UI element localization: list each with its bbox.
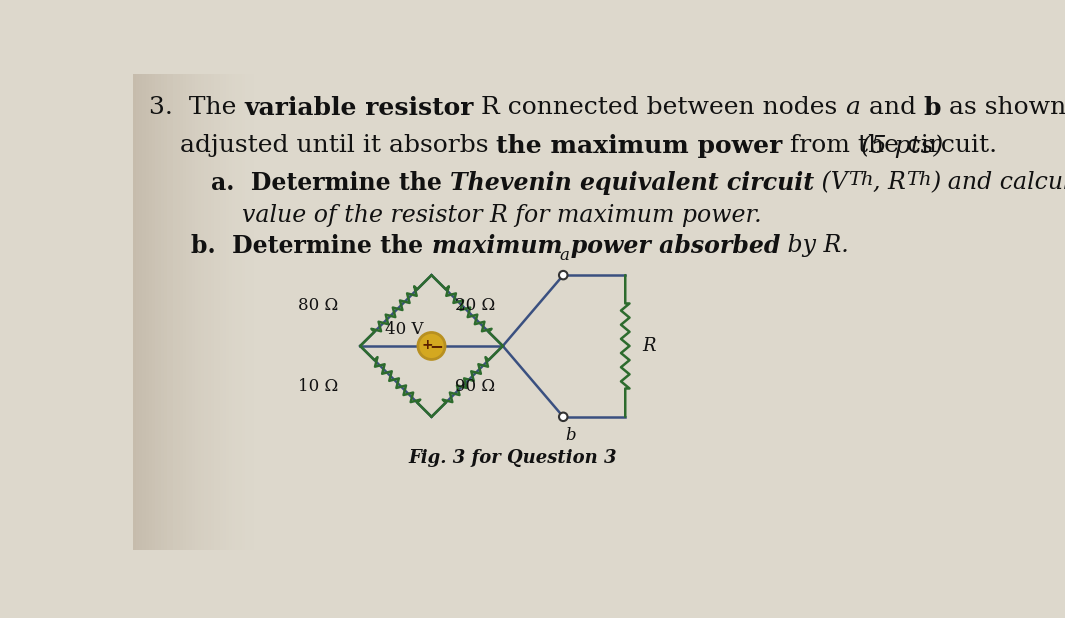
Bar bbox=[198, 74, 201, 550]
Text: b: b bbox=[566, 427, 576, 444]
Text: a.  Determine the: a. Determine the bbox=[211, 171, 449, 195]
Text: R: R bbox=[642, 337, 656, 355]
Text: 3.  The: 3. The bbox=[149, 96, 244, 119]
Text: variable resistor: variable resistor bbox=[244, 96, 473, 120]
Bar bbox=[255, 74, 257, 550]
Text: Th: Th bbox=[906, 171, 932, 189]
Text: Thevenin equivalent circuit: Thevenin equivalent circuit bbox=[449, 171, 814, 195]
Text: maximum power absorbed: maximum power absorbed bbox=[431, 234, 780, 258]
Bar bbox=[174, 74, 177, 550]
Text: (V: (V bbox=[814, 171, 848, 194]
Text: +: + bbox=[421, 338, 432, 352]
Bar bbox=[146, 74, 149, 550]
Bar bbox=[251, 74, 255, 550]
Bar bbox=[229, 74, 232, 550]
Bar bbox=[136, 74, 140, 550]
Bar bbox=[195, 74, 198, 550]
Circle shape bbox=[559, 271, 568, 279]
Text: 10 Ω: 10 Ω bbox=[298, 378, 339, 396]
Text: 40 V: 40 V bbox=[386, 321, 424, 337]
Text: Fig. 3 for Question 3: Fig. 3 for Question 3 bbox=[409, 449, 617, 467]
Bar bbox=[151, 74, 154, 550]
Bar bbox=[183, 74, 185, 550]
Text: from the circuit.: from the circuit. bbox=[783, 134, 998, 157]
Bar bbox=[133, 74, 136, 550]
Bar bbox=[201, 74, 204, 550]
Bar bbox=[180, 74, 183, 550]
Text: a: a bbox=[846, 96, 861, 119]
Bar bbox=[245, 74, 248, 550]
Bar bbox=[220, 74, 223, 550]
Text: b: b bbox=[923, 96, 941, 120]
Bar bbox=[143, 74, 146, 550]
Text: the maximum power: the maximum power bbox=[496, 134, 783, 158]
Text: , R: , R bbox=[873, 171, 906, 194]
Text: 80 Ω: 80 Ω bbox=[298, 297, 339, 314]
Bar bbox=[204, 74, 208, 550]
Bar bbox=[164, 74, 167, 550]
Bar bbox=[223, 74, 226, 550]
Bar bbox=[226, 74, 229, 550]
Bar bbox=[189, 74, 192, 550]
Bar bbox=[232, 74, 235, 550]
Text: 20 Ω: 20 Ω bbox=[455, 297, 495, 314]
Text: adjusted until it absorbs: adjusted until it absorbs bbox=[180, 134, 496, 157]
Text: 90 Ω: 90 Ω bbox=[455, 378, 495, 396]
Bar bbox=[177, 74, 180, 550]
Bar bbox=[192, 74, 195, 550]
Text: b.  Determine the: b. Determine the bbox=[192, 234, 431, 258]
Bar bbox=[239, 74, 242, 550]
Text: R connected between nodes: R connected between nodes bbox=[473, 96, 846, 119]
Bar bbox=[140, 74, 143, 550]
Text: as shown in: as shown in bbox=[941, 96, 1065, 119]
Text: by R.: by R. bbox=[780, 234, 849, 257]
Bar bbox=[214, 74, 217, 550]
Bar bbox=[208, 74, 211, 550]
Bar bbox=[167, 74, 170, 550]
Bar bbox=[149, 74, 151, 550]
Text: a: a bbox=[560, 247, 570, 265]
Bar bbox=[235, 74, 239, 550]
Text: Th: Th bbox=[848, 171, 873, 189]
Circle shape bbox=[559, 413, 568, 421]
Bar bbox=[161, 74, 164, 550]
Bar bbox=[242, 74, 245, 550]
Bar bbox=[154, 74, 158, 550]
Text: −: − bbox=[429, 337, 443, 355]
Bar bbox=[217, 74, 220, 550]
Bar bbox=[185, 74, 189, 550]
Text: ) and calculate the: ) and calculate the bbox=[932, 171, 1065, 194]
Bar bbox=[158, 74, 161, 550]
Text: (5 pts): (5 pts) bbox=[861, 134, 943, 158]
Bar bbox=[170, 74, 174, 550]
Bar bbox=[211, 74, 214, 550]
Text: and: and bbox=[861, 96, 923, 119]
Circle shape bbox=[417, 332, 445, 360]
Bar bbox=[248, 74, 251, 550]
Text: value of the resistor R for maximum power.: value of the resistor R for maximum powe… bbox=[242, 203, 761, 227]
